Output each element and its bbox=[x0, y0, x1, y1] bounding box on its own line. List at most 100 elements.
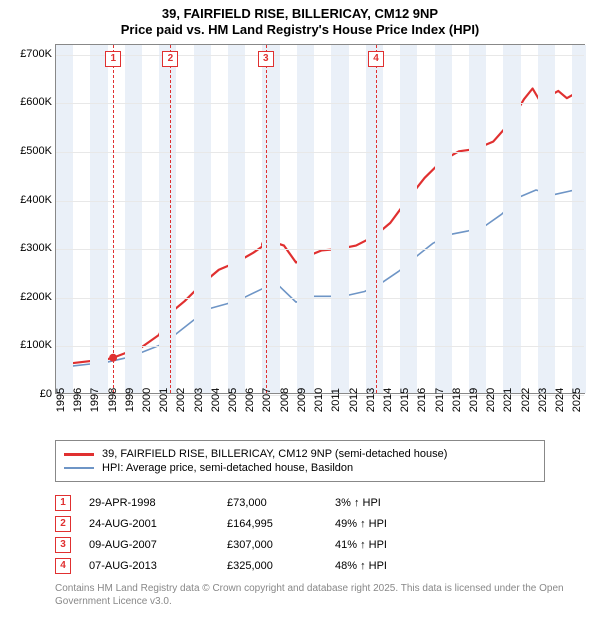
x-tick-label: 2007 bbox=[261, 388, 273, 412]
sales-row-price: £164,995 bbox=[227, 518, 317, 530]
sales-table: 1 29-APR-1998 £73,000 3% ↑ HPI 2 24-AUG-2001 £… bbox=[55, 490, 545, 579]
y-tick-label: £400K bbox=[20, 194, 52, 206]
sale-event-marker: 4 bbox=[368, 51, 384, 67]
sales-row-date: 29-APR-1998 bbox=[89, 497, 209, 509]
x-tick-label: 2021 bbox=[502, 388, 514, 412]
sale-event-marker: 2 bbox=[162, 51, 178, 67]
sales-row-pct: 49% ↑ HPI bbox=[335, 518, 445, 530]
year-band bbox=[503, 45, 520, 393]
y-tick-label: £0 bbox=[40, 388, 52, 400]
sales-row-price: £73,000 bbox=[227, 497, 317, 509]
gridline bbox=[56, 249, 584, 250]
x-tick-label: 2005 bbox=[227, 388, 239, 412]
x-tick-label: 2025 bbox=[571, 388, 583, 412]
y-tick-label: £500K bbox=[20, 145, 52, 157]
legend-row: HPI: Average price, semi-detached house,… bbox=[64, 462, 536, 474]
year-band bbox=[366, 45, 383, 393]
legend-label: HPI: Average price, semi-detached house,… bbox=[102, 462, 353, 474]
x-tick-label: 2001 bbox=[158, 388, 170, 412]
x-tick-label: 2015 bbox=[399, 388, 411, 412]
x-tick-label: 1998 bbox=[107, 388, 119, 412]
x-tick-label: 2016 bbox=[416, 388, 428, 412]
year-band bbox=[572, 45, 586, 393]
year-band bbox=[538, 45, 555, 393]
x-tick-label: 2024 bbox=[554, 388, 566, 412]
year-band bbox=[435, 45, 452, 393]
sales-row-pct: 3% ↑ HPI bbox=[335, 497, 445, 509]
x-tick-label: 2012 bbox=[348, 388, 360, 412]
sale-event-marker: 3 bbox=[258, 51, 274, 67]
gridline bbox=[56, 298, 584, 299]
year-band bbox=[125, 45, 142, 393]
year-band bbox=[194, 45, 211, 393]
title-line-2: Price paid vs. HM Land Registry's House … bbox=[0, 22, 600, 38]
x-tick-label: 1997 bbox=[89, 388, 101, 412]
year-band bbox=[159, 45, 176, 393]
sales-row: 3 09-AUG-2007 £307,000 41% ↑ HPI bbox=[55, 537, 545, 553]
x-tick-label: 2000 bbox=[141, 388, 153, 412]
x-tick-label: 2003 bbox=[193, 388, 205, 412]
x-tick-label: 2008 bbox=[279, 388, 291, 412]
legend-swatch bbox=[64, 453, 94, 456]
figure-root: 39, FAIRFIELD RISE, BILLERICAY, CM12 9NP… bbox=[0, 0, 600, 620]
x-tick-label: 1995 bbox=[55, 388, 67, 412]
sale-event-line bbox=[376, 45, 377, 393]
sales-row-marker: 2 bbox=[55, 516, 71, 532]
gridline bbox=[56, 346, 584, 347]
sales-row-pct: 41% ↑ HPI bbox=[335, 539, 445, 551]
x-tick-label: 2020 bbox=[485, 388, 497, 412]
sales-row-price: £307,000 bbox=[227, 539, 317, 551]
x-tick-label: 2022 bbox=[520, 388, 532, 412]
sales-row: 4 07-AUG-2013 £325,000 48% ↑ HPI bbox=[55, 558, 545, 574]
year-band bbox=[469, 45, 486, 393]
gridline bbox=[56, 103, 584, 104]
gridline bbox=[56, 152, 584, 153]
y-tick-label: £600K bbox=[20, 96, 52, 108]
sales-row-date: 24-AUG-2001 bbox=[89, 518, 209, 530]
x-tick-label: 2023 bbox=[537, 388, 549, 412]
sales-row-price: £325,000 bbox=[227, 560, 317, 572]
y-tick-label: £100K bbox=[20, 339, 52, 351]
sales-row-date: 07-AUG-2013 bbox=[89, 560, 209, 572]
sales-row-marker: 3 bbox=[55, 537, 71, 553]
legend-swatch bbox=[64, 467, 94, 469]
gridline bbox=[56, 55, 584, 56]
x-tick-label: 2010 bbox=[313, 388, 325, 412]
legend-row: 39, FAIRFIELD RISE, BILLERICAY, CM12 9NP… bbox=[64, 448, 536, 460]
x-tick-label: 2017 bbox=[434, 388, 446, 412]
year-band bbox=[400, 45, 417, 393]
x-tick-label: 2002 bbox=[175, 388, 187, 412]
sale-event-marker: 1 bbox=[105, 51, 121, 67]
year-band bbox=[331, 45, 348, 393]
sales-row-marker: 4 bbox=[55, 558, 71, 574]
year-band bbox=[90, 45, 107, 393]
sales-row-pct: 48% ↑ HPI bbox=[335, 560, 445, 572]
year-band bbox=[297, 45, 314, 393]
legend-box: 39, FAIRFIELD RISE, BILLERICAY, CM12 9NP… bbox=[55, 440, 545, 482]
footer-attribution: Contains HM Land Registry data © Crown c… bbox=[55, 582, 565, 608]
sales-row: 1 29-APR-1998 £73,000 3% ↑ HPI bbox=[55, 495, 545, 511]
chart-area: 1234 £0£100K£200K£300K£400K£500K£600K£70… bbox=[10, 44, 590, 434]
sales-row: 2 24-AUG-2001 £164,995 49% ↑ HPI bbox=[55, 516, 545, 532]
title-block: 39, FAIRFIELD RISE, BILLERICAY, CM12 9NP… bbox=[0, 0, 600, 39]
sale-event-line bbox=[266, 45, 267, 393]
title-line-1: 39, FAIRFIELD RISE, BILLERICAY, CM12 9NP bbox=[0, 6, 600, 22]
x-tick-label: 1996 bbox=[72, 388, 84, 412]
sales-row-marker: 1 bbox=[55, 495, 71, 511]
sales-row-date: 09-AUG-2007 bbox=[89, 539, 209, 551]
x-tick-label: 2014 bbox=[382, 388, 394, 412]
x-tick-label: 2019 bbox=[468, 388, 480, 412]
y-tick-label: £700K bbox=[20, 48, 52, 60]
x-tick-label: 2018 bbox=[451, 388, 463, 412]
legend-label: 39, FAIRFIELD RISE, BILLERICAY, CM12 9NP… bbox=[102, 448, 447, 460]
x-tick-label: 2009 bbox=[296, 388, 308, 412]
year-band bbox=[56, 45, 73, 393]
x-tick-label: 2011 bbox=[330, 388, 342, 412]
x-tick-label: 1999 bbox=[124, 388, 136, 412]
x-tick-label: 2004 bbox=[210, 388, 222, 412]
x-tick-label: 2013 bbox=[365, 388, 377, 412]
y-tick-label: £200K bbox=[20, 291, 52, 303]
x-tick-label: 2006 bbox=[244, 388, 256, 412]
year-band bbox=[228, 45, 245, 393]
sale-event-line bbox=[113, 45, 114, 393]
